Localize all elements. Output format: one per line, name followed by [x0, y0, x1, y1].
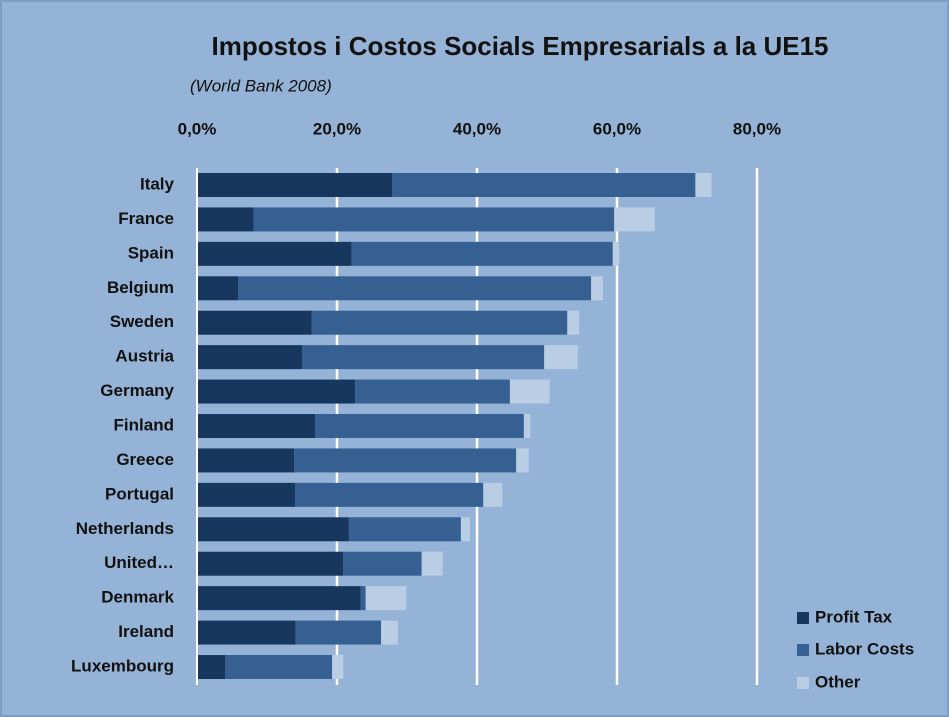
- bar-segment: [567, 310, 580, 335]
- legend-label: Other: [815, 672, 861, 691]
- bar-segment: [311, 310, 568, 335]
- bar-segment: [197, 517, 349, 542]
- y-tick-label: Netherlands: [76, 519, 174, 538]
- bar-segment: [197, 241, 352, 266]
- bar-segment: [225, 655, 333, 679]
- bar-segment: [591, 276, 603, 301]
- y-tick-label: Belgium: [107, 278, 174, 297]
- bar-segment: [238, 276, 592, 301]
- y-tick-label: Ireland: [118, 622, 174, 641]
- bar-segment: [360, 586, 366, 611]
- x-tick-label: 40,0%: [453, 119, 501, 138]
- bar-segment: [365, 586, 407, 611]
- bar-segment: [612, 241, 620, 266]
- bar-segment: [295, 620, 382, 645]
- chart-subtitle: (World Bank 2008): [190, 76, 332, 95]
- bar-segment: [302, 345, 545, 370]
- bar-segment: [197, 310, 312, 335]
- bar-segment: [392, 173, 696, 197]
- bar-segment: [197, 207, 254, 232]
- bar-segment: [516, 448, 529, 473]
- bar-segment: [197, 345, 302, 370]
- bar-segment: [343, 551, 422, 576]
- bar-segment: [509, 379, 550, 404]
- x-tick-label: 60,0%: [593, 119, 641, 138]
- bar-segment: [197, 551, 344, 576]
- y-tick-label: Austria: [115, 347, 174, 366]
- bar-segment: [544, 345, 578, 370]
- bar-segment: [332, 655, 344, 679]
- x-tick-label: 20,0%: [313, 119, 361, 138]
- x-tick-label: 0,0%: [178, 119, 217, 138]
- bar-segment: [253, 207, 615, 232]
- bar-segment: [381, 620, 398, 645]
- chart-title: Impostos i Costos Socials Empresarials a…: [211, 31, 828, 61]
- bar-segment: [197, 173, 393, 197]
- bar-segment: [197, 620, 296, 645]
- bar-segment: [421, 551, 443, 576]
- y-tick-label: United…: [104, 553, 174, 572]
- bar-segment: [523, 414, 531, 438]
- y-tick-label: Greece: [116, 450, 174, 469]
- bar-segment: [614, 207, 655, 232]
- legend-label: Profit Tax: [815, 607, 893, 626]
- y-tick-label: Portugal: [105, 484, 174, 503]
- bar-segment: [348, 517, 461, 542]
- y-tick-label: France: [118, 209, 174, 228]
- legend-label: Labor Costs: [815, 639, 914, 658]
- legend-swatch: [797, 644, 809, 656]
- bar-segment: [315, 414, 524, 438]
- y-tick-label: Sweden: [110, 312, 174, 331]
- bar-segment: [294, 448, 517, 473]
- bar-segment: [695, 173, 712, 197]
- legend-swatch: [797, 612, 809, 624]
- bar-segment: [197, 655, 225, 679]
- bar-segment: [460, 517, 470, 542]
- bar-segment: [197, 482, 295, 507]
- x-tick-label: 80,0%: [733, 119, 781, 138]
- y-tick-label: Italy: [140, 174, 175, 193]
- bar-segment: [483, 482, 503, 507]
- y-tick-label: Germany: [100, 381, 174, 400]
- bar-segment: [295, 482, 484, 507]
- bar-segment: [355, 379, 510, 404]
- bar-segment: [197, 586, 361, 611]
- y-tick-label: Spain: [128, 243, 174, 262]
- bar-segment: [197, 276, 239, 301]
- legend-swatch: [797, 677, 809, 689]
- y-tick-label: Denmark: [101, 588, 174, 607]
- bar-segment: [197, 379, 356, 404]
- bar-segment: [197, 414, 316, 438]
- bar-segment: [197, 448, 295, 473]
- y-tick-label: Luxembourg: [71, 656, 174, 675]
- y-tick-label: Finland: [114, 415, 174, 434]
- bar-segment: [351, 241, 613, 266]
